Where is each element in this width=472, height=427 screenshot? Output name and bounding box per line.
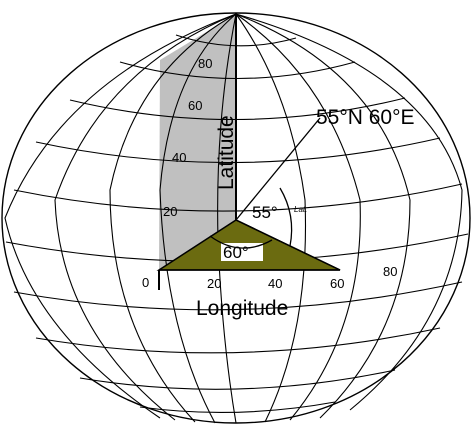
- latitude-angle-arc: [279, 187, 293, 247]
- latitude-tick-20: 20: [163, 204, 177, 219]
- longitude-tick-20: 20: [207, 276, 221, 291]
- parallel: [119, 61, 356, 80]
- latitude-tick-40: 40: [172, 150, 186, 165]
- latitude-tick-80: 80: [198, 56, 212, 71]
- longitude-tick-0: 0: [142, 275, 149, 290]
- longitude-axis-title: Longitude: [196, 297, 288, 320]
- parallel: [13, 183, 463, 212]
- longitude-angle-label: 60°: [223, 243, 249, 262]
- parallel: [35, 137, 441, 164]
- longitude-angle-arc: [209, 235, 273, 249]
- meridian: [235, 13, 411, 419]
- meridian: [235, 13, 361, 421]
- parallel: [13, 281, 463, 311]
- parallel: [79, 369, 396, 390]
- equatorial-radius: [235, 219, 341, 271]
- longitude-tick-60: 60: [330, 276, 344, 291]
- meridian: [235, 13, 307, 423]
- meridian: [54, 13, 237, 421]
- latitude-angle-note: Lat.: [294, 205, 307, 214]
- latitude-tick-60: 60: [188, 98, 202, 113]
- longitude-tick-40: 40: [268, 276, 282, 291]
- meridian: [4, 13, 237, 419]
- parallel: [139, 401, 336, 413]
- radius-to-point: [235, 117, 321, 221]
- parallel: [35, 327, 441, 354]
- meridian: [109, 13, 237, 423]
- meridian: [159, 13, 237, 424]
- latitude-angle-label: 55°: [252, 203, 278, 222]
- construction-lines: [158, 14, 341, 290]
- point-label: 55°N 60°E: [316, 106, 415, 129]
- latitude-axis-title: Latitude: [215, 115, 238, 190]
- meridian: [235, 13, 463, 411]
- longitude-tick-80: 80: [383, 264, 397, 279]
